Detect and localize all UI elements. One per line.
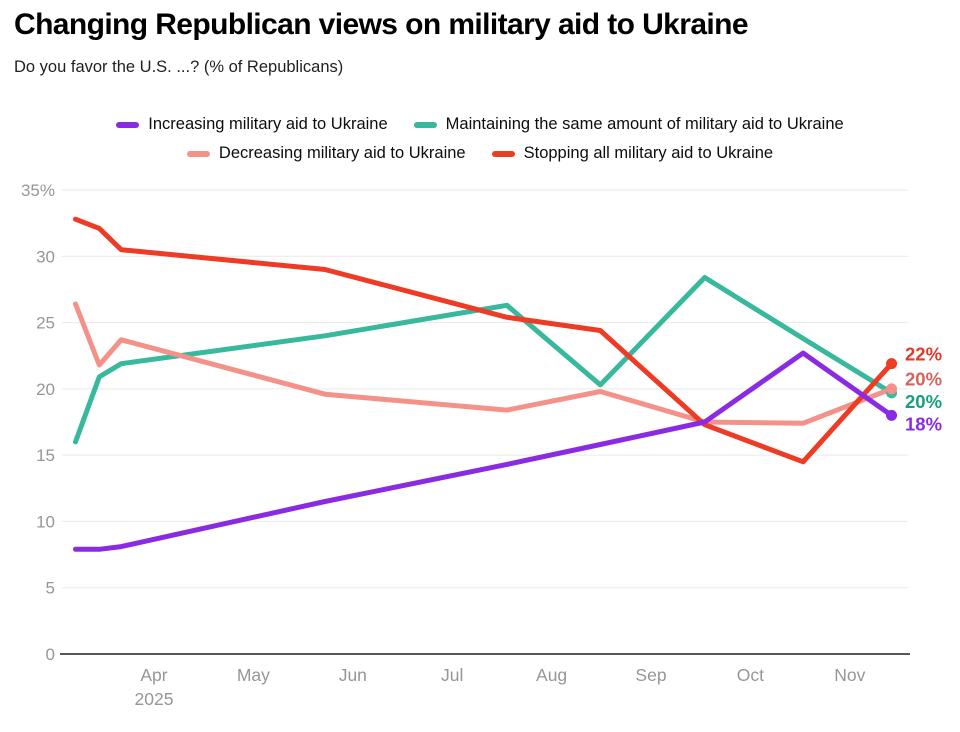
legend-label-maintaining: Maintaining the same amount of military … <box>445 115 844 133</box>
y-tick-label: 0 <box>46 645 55 664</box>
end-label-decreasing: 20% <box>905 369 942 390</box>
y-tick-label: 25 <box>36 314 55 333</box>
legend-label-stopping: Stopping all military aid to Ukraine <box>523 144 774 162</box>
x-tick-label: Nov <box>834 665 865 685</box>
legend: Increasing military aid to Ukraine Mainta… <box>0 111 960 167</box>
end-dot-stopping <box>886 358 898 370</box>
end-label-stopping: 22% <box>905 343 942 364</box>
legend-row: Decreasing military aid to Ukraine Stoppi… <box>174 140 786 167</box>
x-axis-year-label: 2025 <box>135 689 174 709</box>
line-decreasing <box>73 301 894 426</box>
line-stopping <box>73 216 894 465</box>
legend-label-decreasing: Decreasing military aid to Ukraine <box>218 144 466 162</box>
legend-row: Increasing military aid to Ukraine Mainta… <box>103 111 856 138</box>
line-increasing <box>73 350 894 552</box>
legend-item-stopping: Stopping all military aid to Ukraine <box>491 144 774 163</box>
legend-swatch-stopping <box>491 150 515 157</box>
end-dot-decreasing <box>886 383 898 395</box>
chart-subtitle: Do you favor the U.S. ...? (% of Republi… <box>14 58 344 76</box>
x-tick-label: Apr <box>140 665 167 685</box>
y-tick-label: 15 <box>36 446 55 465</box>
x-tick-label: Aug <box>536 665 567 685</box>
chart-title: Changing Republican views on military ai… <box>14 8 749 41</box>
y-tick-label: 20 <box>36 380 55 399</box>
end-label-maintaining: 20% <box>905 391 942 412</box>
y-tick-label: 35% <box>21 181 55 200</box>
y-tick-label: 10 <box>36 512 55 531</box>
x-tick-label: Oct <box>737 665 764 685</box>
x-tick-label: Jul <box>441 665 463 685</box>
end-dot-increasing <box>886 409 898 421</box>
y-tick-label: 5 <box>46 579 55 598</box>
x-tick-label: Sep <box>635 665 666 685</box>
legend-item-maintaining: Maintaining the same amount of military … <box>413 115 844 134</box>
legend-swatch-decreasing <box>186 150 210 157</box>
legend-label-increasing: Increasing military aid to Ukraine <box>148 115 388 133</box>
legend-item-increasing: Increasing military aid to Ukraine <box>116 115 388 134</box>
legend-item-decreasing: Decreasing military aid to Ukraine <box>186 144 466 163</box>
line-maintaining <box>73 275 894 445</box>
x-tick-label: Jun <box>339 665 367 685</box>
legend-swatch-increasing <box>116 121 140 128</box>
end-label-increasing: 18% <box>905 414 942 435</box>
y-tick-label: 30 <box>36 247 55 266</box>
x-tick-label: May <box>237 665 270 685</box>
legend-swatch-maintaining <box>413 121 437 128</box>
